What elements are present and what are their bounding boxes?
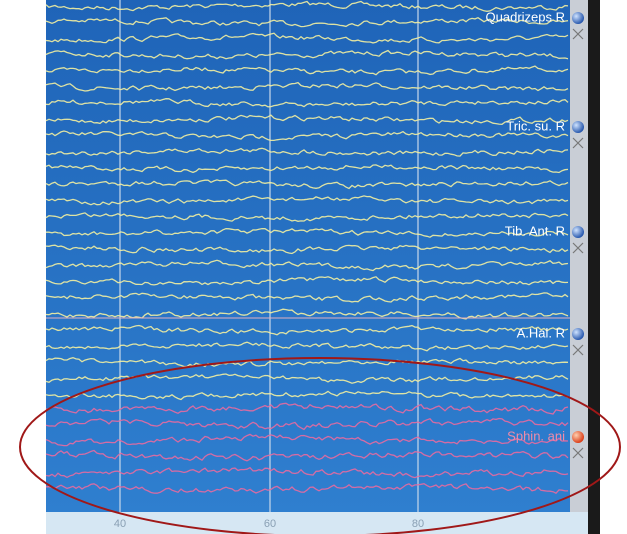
x-tick-label: 80: [412, 518, 424, 530]
channel-label: Tric. su. R: [506, 118, 565, 133]
x-tick-label: 40: [114, 518, 126, 530]
emg-screen: Quadrizeps R Tric. su. R Tib. Ant. R A.Hal.…: [0, 0, 627, 534]
channel-toggle[interactable]: [572, 12, 584, 24]
bezel: [588, 0, 600, 534]
channel-label: Quadrizeps R: [486, 9, 565, 24]
channel-label: Tib. Ant. R: [505, 223, 565, 238]
trace-area: [46, 0, 570, 512]
x-tick-label: 60: [264, 518, 276, 530]
channel-label: A.Hal. R: [517, 325, 565, 340]
channel-label: Sphin. ani: [507, 428, 565, 443]
channel-toggle[interactable]: [572, 328, 584, 340]
channel-toggle[interactable]: [572, 226, 584, 238]
channel-toggle[interactable]: [572, 121, 584, 133]
channel-toggle[interactable]: [572, 431, 584, 443]
